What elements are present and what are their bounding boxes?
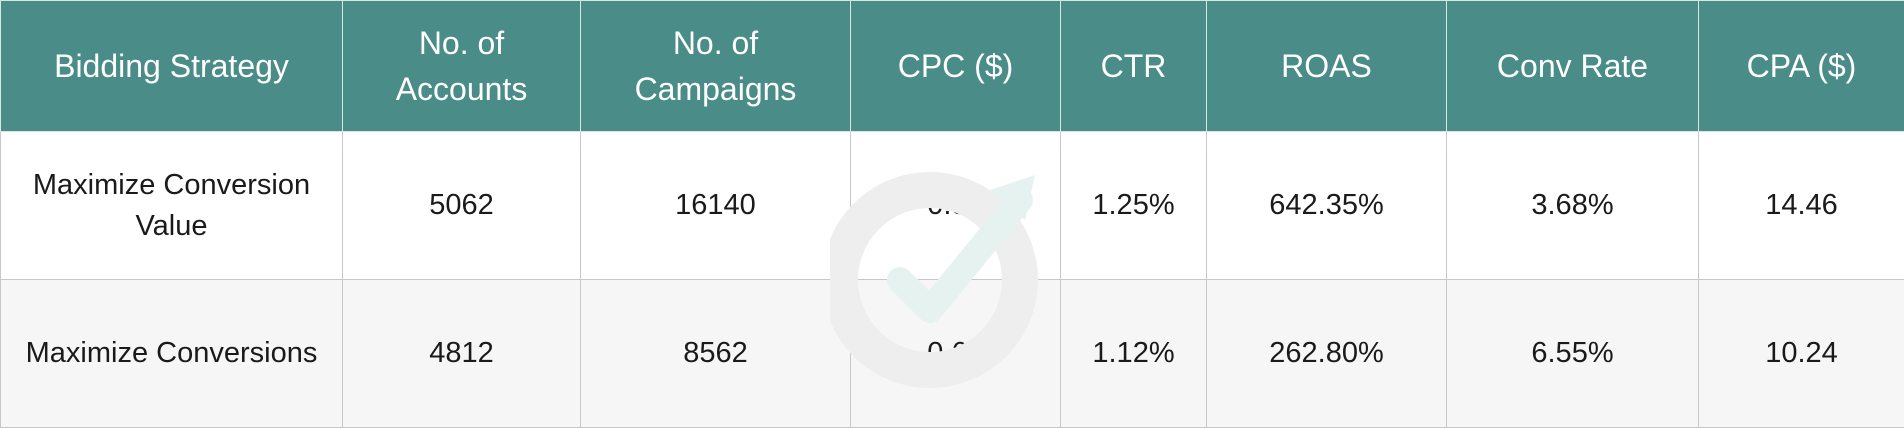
header-row: Bidding Strategy No. of Accounts No. of Ca… (0, 0, 1904, 132)
table-cell: 16140 (580, 131, 851, 280)
header-cell: ROAS (1206, 0, 1447, 132)
table-cell: 5062 (342, 131, 581, 280)
table-row: Maximize Conversion Value 5062 16140 0.53 1.… (0, 131, 1904, 280)
header-cell: No. of Accounts (342, 0, 581, 132)
header-cell: CPC ($) (850, 0, 1061, 132)
table-cell: 8562 (580, 279, 851, 428)
table-cell: 6.55% (1446, 279, 1699, 428)
table-cell: 1.12% (1060, 279, 1207, 428)
table-row: Maximize Conversions 4812 8562 0.67 1.12% 262… (0, 279, 1904, 428)
header-cell: Conv Rate (1446, 0, 1699, 132)
table-cell: Maximize Conversion Value (0, 131, 343, 280)
header-cell: CPA ($) (1698, 0, 1904, 132)
table-cell: 4812 (342, 279, 581, 428)
header-cell: CTR (1060, 0, 1207, 132)
table-body: Maximize Conversion Value 5062 16140 0.53 1.… (0, 131, 1904, 428)
table-cell: 0.67 (850, 279, 1061, 428)
table-cell: 3.68% (1446, 131, 1699, 280)
table-cell: 262.80% (1206, 279, 1447, 428)
table-cell: 0.53 (850, 131, 1061, 280)
table-cell: Maximize Conversions (0, 279, 343, 428)
table-cell: 14.46 (1698, 131, 1904, 280)
table-cell: 1.25% (1060, 131, 1207, 280)
table-cell: 10.24 (1698, 279, 1904, 428)
table-cell: 642.35% (1206, 131, 1447, 280)
header-cell: Bidding Strategy (0, 0, 343, 132)
header-cell: No. of Campaigns (580, 0, 851, 132)
